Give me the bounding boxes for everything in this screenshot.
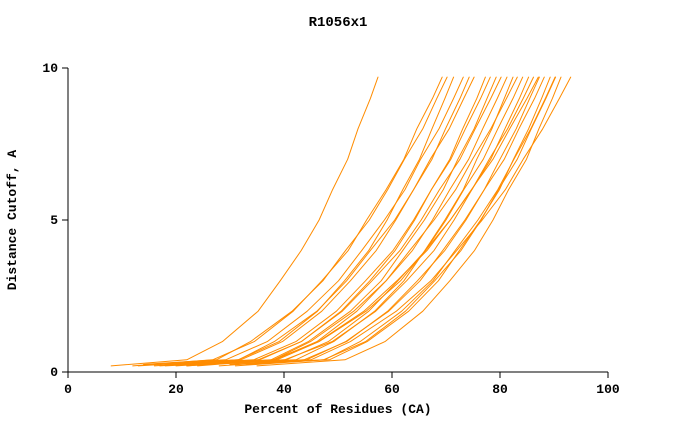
model-curve (159, 76, 486, 367)
y-tick-label: 0 (50, 365, 58, 380)
model-curve (170, 76, 491, 365)
model-curve (256, 76, 562, 367)
axis-ticks: 0 20 40 60 80 100 0 5 10 (42, 61, 620, 397)
model-curve (197, 76, 518, 367)
model-curve (175, 76, 497, 367)
model-curve (164, 76, 475, 365)
model-curve (202, 76, 524, 365)
model-curve (148, 76, 464, 365)
y-tick-label: 10 (42, 61, 58, 76)
x-tick-label: 40 (276, 382, 292, 397)
x-axis-label: Percent of Residues (CA) (244, 402, 431, 417)
series-lines (110, 76, 572, 367)
model-curve (218, 76, 545, 367)
chart-title: R1056x1 (309, 15, 368, 31)
x-tick-label: 0 (64, 382, 72, 397)
model-curve (164, 76, 530, 367)
y-axis-label: Distance Cutoff, A (5, 150, 20, 291)
model-curve (245, 76, 556, 365)
model-curve (180, 76, 502, 365)
model-curve (132, 76, 443, 367)
model-curve (234, 76, 557, 367)
x-tick-label: 20 (168, 382, 184, 397)
model-curve (186, 76, 539, 367)
model-curve (137, 76, 455, 367)
model-curve (143, 76, 448, 365)
x-tick-label: 60 (384, 382, 400, 397)
y-tick-label: 5 (50, 213, 58, 228)
model-curve (229, 76, 572, 365)
x-tick-label: 100 (596, 382, 620, 397)
x-tick-label: 80 (492, 382, 508, 397)
model-curve (153, 76, 470, 367)
model-curve (110, 76, 379, 367)
